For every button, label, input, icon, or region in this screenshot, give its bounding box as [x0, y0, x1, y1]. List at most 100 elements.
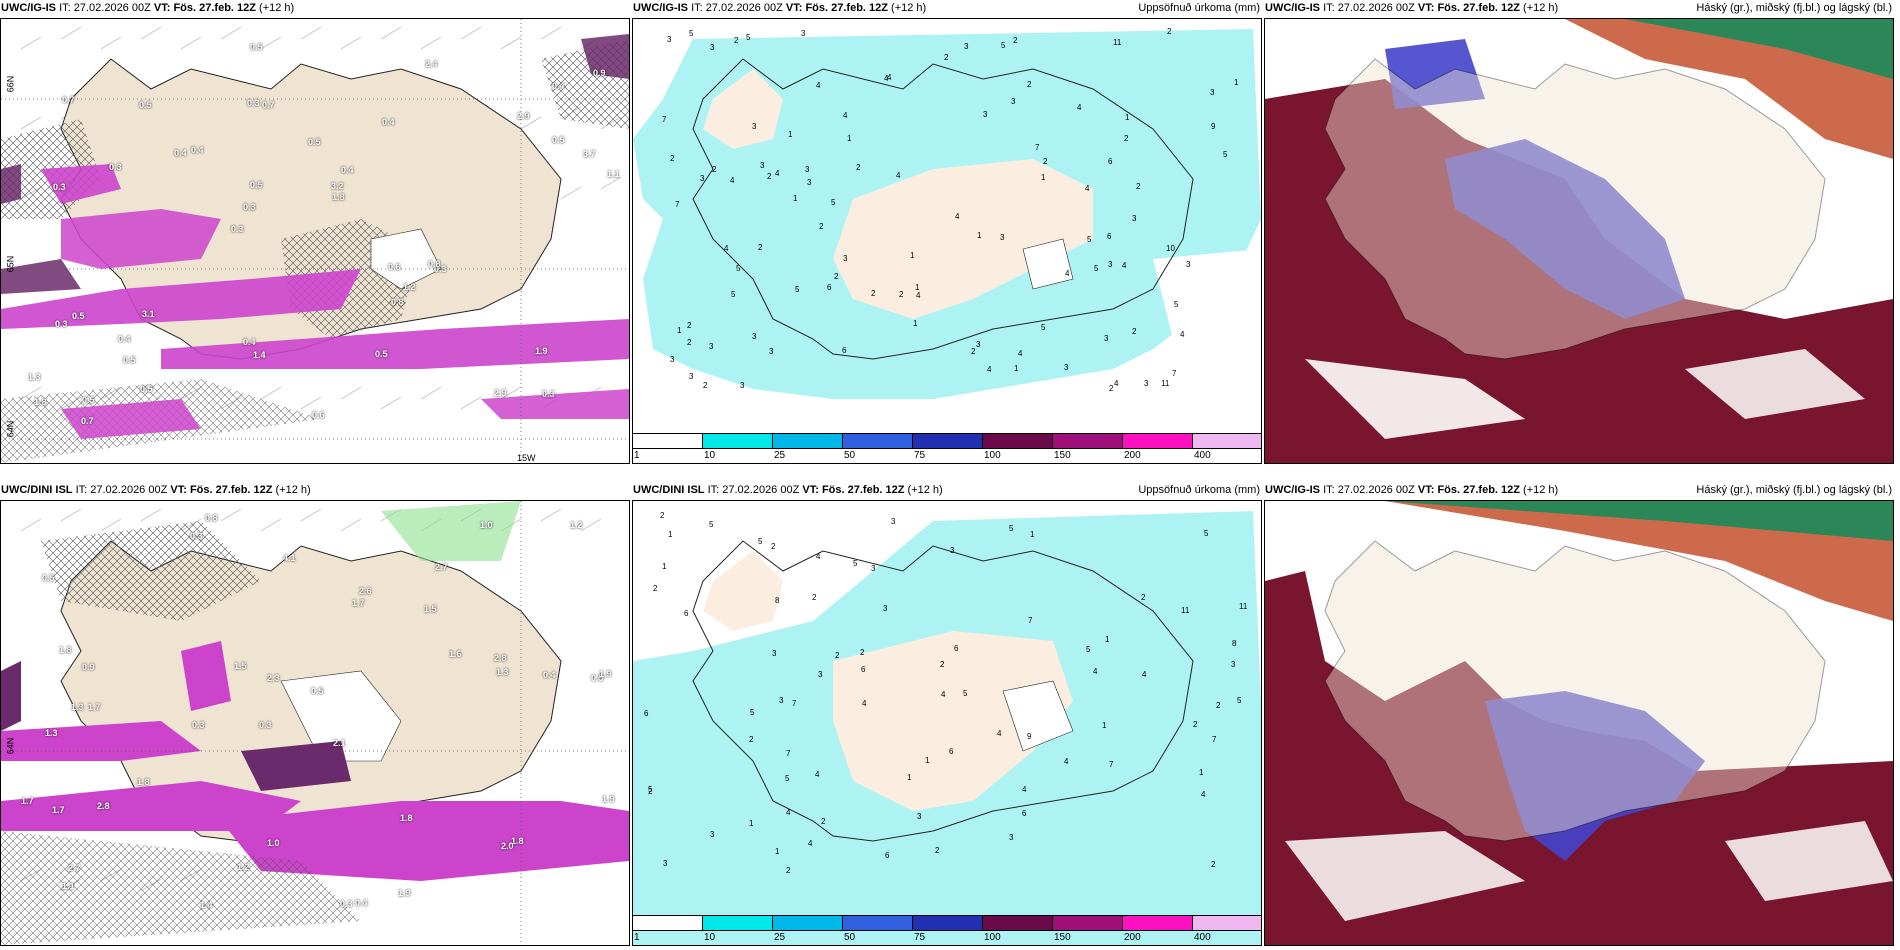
- map-value-label: 2: [1124, 134, 1129, 143]
- map-value-label: 6: [1108, 157, 1113, 166]
- map-value-label: 5: [1174, 300, 1179, 309]
- map-value-label: 0.4: [118, 334, 131, 344]
- map-title: Háský (gr.), miðský (fj.bl.) og lágský (…: [1696, 484, 1892, 496]
- map-value-label: 4: [1142, 670, 1147, 679]
- map-value-label: 3: [663, 859, 668, 868]
- map-value-label: 5: [853, 559, 858, 568]
- map-value-label: 0.3: [192, 720, 205, 730]
- map-value-label: 0.4: [174, 148, 187, 158]
- clear-sky: [1725, 821, 1893, 901]
- map-value-label: 1.3: [71, 702, 84, 712]
- map-value-label: 2: [940, 660, 945, 669]
- map-value-label: 4: [1093, 667, 1098, 676]
- map-value-label: 0.5: [72, 311, 85, 321]
- map-value-label: 1.0: [267, 838, 280, 848]
- map-value-label: 0.7: [262, 100, 275, 110]
- map-value-label: 2: [944, 53, 949, 62]
- colorbar: 1 10 25 50 75 100 150 200 400: [633, 433, 1261, 463]
- map-value-label: 6: [861, 665, 866, 674]
- map-clouds[interactable]: [1264, 500, 1894, 946]
- map-value-label: 4: [896, 171, 901, 180]
- model-name: UWC/DINI ISL: [1, 484, 73, 496]
- map-value-label: 5: [1094, 264, 1099, 273]
- colorbar-tick-label: 1: [634, 932, 640, 943]
- map-value-label: 4: [843, 111, 848, 120]
- map-value-label: 3: [917, 812, 922, 821]
- map-value-label: 1.1: [62, 881, 75, 891]
- map-value-label: 6: [644, 709, 649, 718]
- map-value-label: 5: [746, 33, 751, 42]
- map-value-label: 2: [1167, 27, 1172, 36]
- colorbar-swatch: [633, 916, 703, 930]
- map-value-label: 1.4: [253, 350, 266, 360]
- colorbar-swatch: [703, 916, 773, 930]
- map-value-label: 4: [1064, 757, 1069, 766]
- map-value-label: 4: [1122, 261, 1127, 270]
- map-value-label: 0.5: [375, 349, 388, 359]
- map-value-label: 1: [910, 251, 915, 260]
- it-value: 27.02.2026 00Z: [1337, 2, 1415, 14]
- dry-land: [833, 159, 1093, 319]
- it-value: 27.02.2026 00Z: [90, 484, 168, 496]
- map-value-label: 0.3: [340, 899, 353, 909]
- map-value-label: 1.5: [424, 604, 437, 614]
- map-value-label: 2.3: [267, 673, 280, 683]
- panel-top-right: UWC/IG-IS IT: 27.02.2026 00Z VT: Fös. 27…: [1264, 0, 1894, 464]
- vt-value: Fös. 27.feb. 12Z: [821, 484, 905, 496]
- vt-value: Fös. 27.feb. 12Z: [189, 484, 273, 496]
- map-value-label: 3: [871, 564, 876, 573]
- map-precip[interactable]: 1 2 2 6 11 4 2 2 6 4 2 3 3 4 5 5 4 5 3 2 3 4 4 5 2 1 2 2 1 1 2 2 3 5 4 2 2 5 2…: [632, 18, 1262, 464]
- map-value-label: 4: [730, 176, 735, 185]
- colorbar-tick-label: 200: [1124, 932, 1141, 943]
- colorbar-swatch: [913, 916, 983, 930]
- no-precip-area: [1153, 249, 1261, 339]
- snow-band: [161, 319, 629, 369]
- map-value-label: 0.6: [312, 410, 325, 420]
- iceland-land: [1324, 58, 1826, 360]
- map-value-label: 0.3: [53, 182, 66, 192]
- map-value-label: 2: [856, 163, 861, 172]
- colorbar-tick-label: 150: [1054, 450, 1071, 461]
- snow-band: [1, 781, 301, 831]
- map-value-label: 3: [1009, 833, 1014, 842]
- map-wind-snow[interactable]: 0.8 2.7 0.5 0.3 2.1 1.7 0.5 1.5 1.3 1.7 0.5 1.1 0.3 0…: [0, 500, 630, 946]
- map-clouds[interactable]: [1264, 18, 1894, 464]
- map-value-label: 2: [899, 290, 904, 299]
- map-value-label: 2: [1216, 701, 1221, 710]
- lead-time: (+12 h): [907, 484, 943, 496]
- map-value-label: 1.8: [332, 192, 345, 202]
- colorbar-ticks: 1 10 25 50 75 100 150 200 400: [633, 450, 1261, 462]
- map-value-label: 0.5: [311, 686, 324, 696]
- map-value-label: 1: [907, 773, 912, 782]
- map-value-label: 0.3: [434, 264, 447, 274]
- colorbar-tick-label: 50: [844, 932, 856, 943]
- map-value-label: 1.7: [52, 805, 65, 815]
- map-value-label: 4: [987, 365, 992, 374]
- map-value-label: 4: [724, 244, 729, 253]
- map-value-label: 3.7: [583, 149, 596, 159]
- map-value-label: 3: [710, 43, 715, 52]
- map-value-label: 3: [1000, 233, 1005, 242]
- map-wind-snow[interactable]: 0.3 0.3 0.4 0.3 0.4 0.5 0.3 0.5 0.5 0.4 1.3 0.5 0.7 0…: [0, 18, 630, 464]
- map-value-label: 2: [703, 381, 708, 390]
- map-value-label: 0.5: [82, 395, 95, 405]
- map-value-label: 2: [971, 347, 976, 356]
- map-value-label: 1: [775, 847, 780, 856]
- map-value-label: 6: [1107, 232, 1112, 241]
- map-precip[interactable]: 1 2 6 5 11 4 3 4 3 4 5 5 2 2 1 2 1 1 2 2 8 3 4 3 5 6 7 7 6 5 4 4 11 7 4 3 5 6…: [632, 500, 1262, 946]
- map-value-label: 3: [769, 347, 774, 356]
- map-value-label: 2: [1136, 182, 1141, 191]
- map-value-label: 7: [1212, 735, 1217, 744]
- map-value-label: 1.8: [400, 813, 413, 823]
- panel-bottom-right: UWC/IG-IS IT: 27.02.2026 00Z VT: Fös. 27…: [1264, 482, 1894, 946]
- map-svg: [1265, 501, 1893, 945]
- map-value-label: 2: [749, 735, 754, 744]
- map-value-label: 1.3: [28, 372, 41, 382]
- snow-band-dark: [1, 661, 21, 731]
- map-svg: [1, 19, 629, 463]
- map-value-label: 5: [1001, 41, 1006, 50]
- map-value-label: 0.4: [382, 117, 395, 127]
- clear-sky: [1685, 349, 1865, 419]
- vt-label: VT:: [1417, 484, 1435, 496]
- colorbar-tick-label: 100: [984, 932, 1001, 943]
